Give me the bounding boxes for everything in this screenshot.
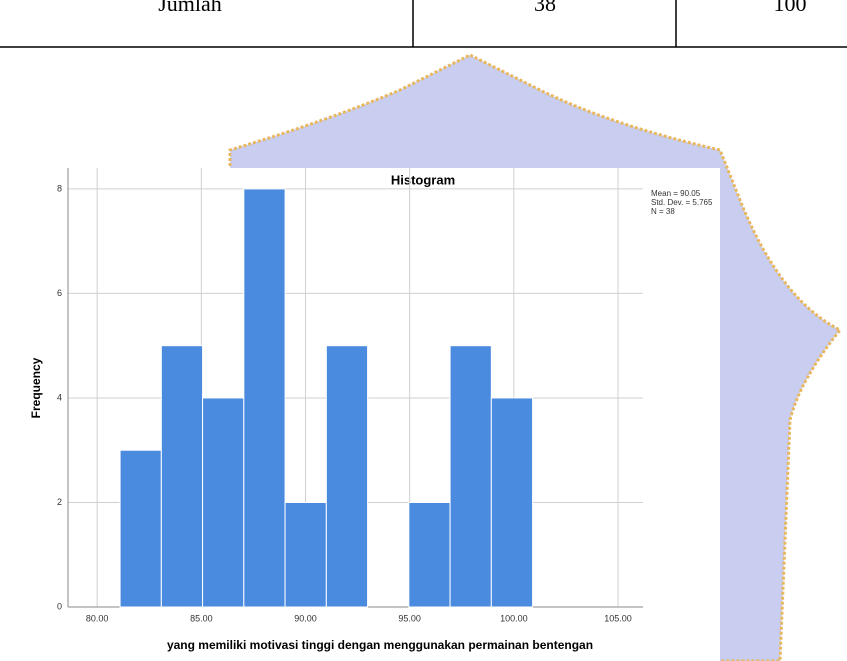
x-tick-label: 80.00 [86,613,109,623]
page: Jumlah 38 100 Histogram Frequency yang m… [0,0,847,661]
x-tick-label: 105.00 [604,613,632,623]
y-tick-label: 4 [57,392,62,402]
x-tick-label: 100.00 [500,613,528,623]
y-tick-label: 0 [57,601,62,611]
table-cell: Jumlah [158,0,222,16]
x-tick-label: 85.00 [190,613,213,623]
y-tick-label: 8 [57,183,62,193]
chart-title: Histogram [391,172,455,187]
bar [450,346,491,607]
x-tick-label: 90.00 [294,613,317,623]
bar [120,450,161,607]
bar [161,346,202,607]
stat-annotation: N = 38 [651,207,675,216]
x-tick-label: 95.00 [398,613,421,623]
table-cell: 38 [534,0,556,16]
bar [326,346,367,607]
bar [203,398,244,607]
bar [491,398,532,607]
bar [409,502,450,607]
x-axis-label: yang memiliki motivasi tinggi dengan men… [167,638,593,652]
stat-annotation: Std. Dev. = 5.765 [651,198,713,207]
table-cell: 100 [774,0,807,16]
stat-annotation: Mean = 90.05 [651,189,701,198]
y-tick-label: 6 [57,288,62,298]
y-tick-label: 2 [57,497,62,507]
bar [244,189,285,607]
bar [285,502,326,607]
y-axis-label: Frequency [29,357,43,418]
